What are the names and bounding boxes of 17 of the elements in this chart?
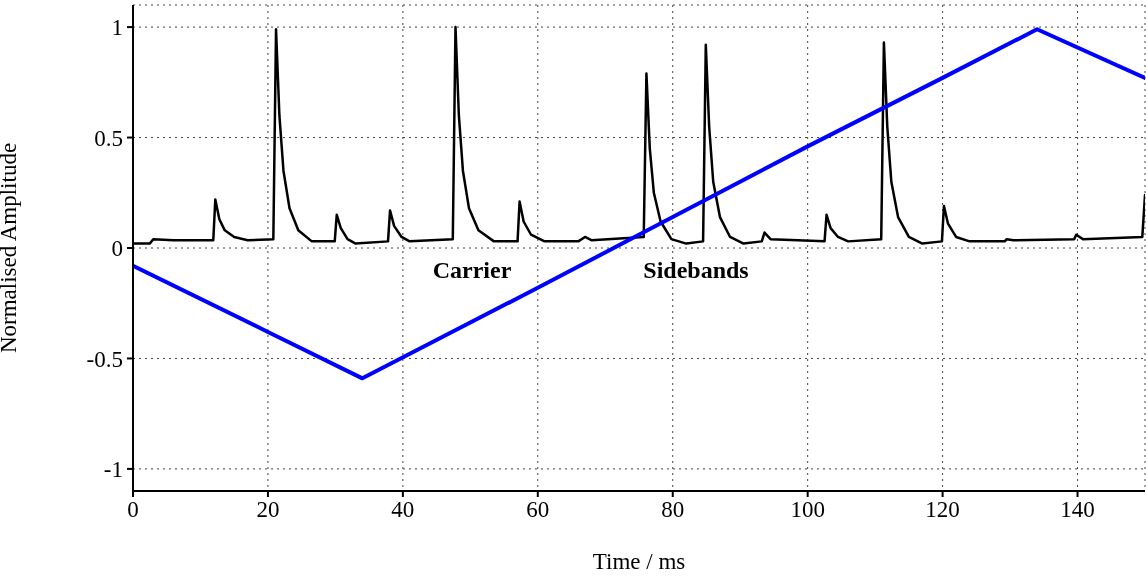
- y-tick-label: -1: [103, 457, 123, 483]
- x-tick-label: 40: [391, 497, 415, 523]
- y-tick-label: -0.5: [86, 346, 123, 372]
- x-axis-title: Time / ms: [592, 549, 686, 574]
- x-tick-label: 140: [1060, 497, 1095, 523]
- x-tick-label: 100: [790, 497, 825, 523]
- y-tick-label: 0.5: [94, 125, 123, 151]
- y-axis-title: Normalised Amplitude: [0, 142, 22, 354]
- y-tick-label: 1: [111, 15, 123, 41]
- annotation: Carrier: [432, 256, 512, 284]
- annotation: Sidebands: [643, 256, 749, 284]
- x-tick-label: 60: [526, 497, 550, 523]
- x-tick-label: 120: [925, 497, 960, 523]
- x-tick-label: 80: [661, 497, 685, 523]
- x-tick-label: 0: [127, 497, 139, 523]
- x-tick-label: 20: [256, 497, 280, 523]
- y-tick-label: 0: [111, 236, 123, 262]
